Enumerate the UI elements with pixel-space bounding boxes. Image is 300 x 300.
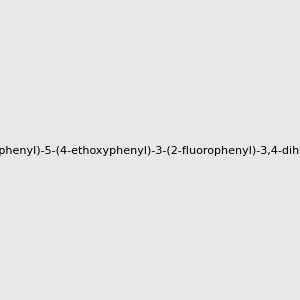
Text: 2-(3-Chlorophenyl)-5-(4-ethoxyphenyl)-3-(2-fluorophenyl)-3,4-dihydropyrazole: 2-(3-Chlorophenyl)-5-(4-ethoxyphenyl)-3-… [0, 146, 300, 157]
